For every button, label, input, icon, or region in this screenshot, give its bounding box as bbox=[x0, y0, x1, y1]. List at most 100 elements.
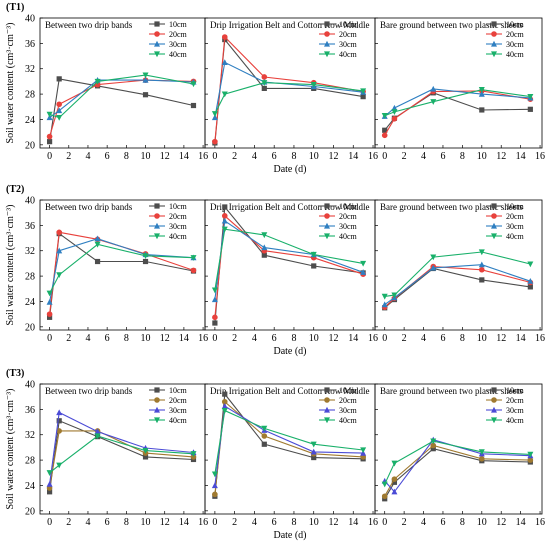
legend-label: 30cm bbox=[169, 406, 188, 415]
x-tick-label: 4 bbox=[421, 151, 426, 162]
legend-marker bbox=[154, 21, 160, 27]
data-point bbox=[142, 72, 149, 79]
x-tick-label: 16 bbox=[535, 151, 545, 162]
x-tick-label: 8 bbox=[124, 151, 129, 162]
series-line-20cm bbox=[49, 79, 194, 137]
panel: 0 2 4 6 8 10 12 14 16 Bare ground between two pla… bbox=[374, 199, 545, 344]
legend-marker bbox=[154, 406, 160, 413]
x-tick-label: 0 bbox=[212, 517, 217, 528]
legend-label: 40cm bbox=[339, 50, 358, 59]
data-point bbox=[142, 76, 149, 83]
x-tick-label: 10 bbox=[141, 333, 151, 344]
legend-marker bbox=[491, 203, 497, 209]
series-line-40cm bbox=[384, 89, 531, 117]
series-line-30cm bbox=[384, 264, 531, 306]
y-tick-label: 24 bbox=[25, 297, 35, 308]
legend-marker bbox=[154, 213, 160, 219]
y-tick-label: 32 bbox=[25, 430, 35, 441]
data-point bbox=[211, 482, 218, 489]
data-point bbox=[46, 298, 53, 305]
x-tick-label: 4 bbox=[85, 517, 90, 528]
legend-label: 20cm bbox=[506, 30, 525, 39]
x-tick-label: 16 bbox=[535, 517, 545, 528]
legend-marker bbox=[324, 406, 330, 413]
y-tick-label: 28 bbox=[25, 90, 35, 101]
data-point bbox=[221, 408, 228, 414]
legend-marker bbox=[154, 387, 160, 393]
x-tick-label: 14 bbox=[516, 333, 526, 344]
x-tick-label: 4 bbox=[252, 333, 257, 344]
legend-label: 30cm bbox=[169, 222, 188, 231]
data-point bbox=[381, 301, 388, 308]
legend-label: 30cm bbox=[339, 406, 358, 415]
legend-marker bbox=[491, 406, 497, 413]
legend-label: 30cm bbox=[506, 222, 525, 231]
series-line-30cm bbox=[49, 79, 194, 119]
y-tick-label: 20 bbox=[25, 140, 35, 151]
legend-marker bbox=[491, 397, 497, 403]
data-point bbox=[381, 481, 388, 488]
legend-label: 20cm bbox=[339, 212, 358, 221]
legend-marker bbox=[154, 417, 160, 424]
series-line-10cm bbox=[49, 78, 194, 142]
data-point bbox=[190, 255, 197, 261]
x-tick-label: 4 bbox=[252, 151, 257, 162]
x-tick-label: 8 bbox=[291, 333, 296, 344]
panel: 0 2 4 6 8 10 12 14 16 Bare ground between two pla… bbox=[374, 383, 545, 528]
x-tick-label: 12 bbox=[496, 517, 506, 528]
legend-marker bbox=[491, 233, 497, 240]
data-point bbox=[261, 74, 268, 80]
x-tick-label: 8 bbox=[124, 333, 129, 344]
x-tick-label: 4 bbox=[421, 517, 426, 528]
legend-marker bbox=[324, 387, 330, 393]
panel: 0 2 4 6 8 10 12 14 16 Drip Irrigation Belt and Co… bbox=[204, 17, 378, 162]
data-point bbox=[430, 446, 436, 452]
y-tick-label: 40 bbox=[25, 380, 35, 391]
data-point bbox=[310, 81, 317, 88]
data-point bbox=[46, 139, 53, 145]
data-point bbox=[56, 229, 62, 236]
x-tick-label: 6 bbox=[440, 517, 445, 528]
y-axis-title: Soil water content (cm³·cm⁻³) bbox=[5, 23, 16, 144]
legend-marker bbox=[324, 203, 330, 209]
x-tick-label: 16 bbox=[368, 517, 378, 528]
data-point bbox=[391, 292, 398, 299]
x-tick-label: 10 bbox=[309, 151, 319, 162]
row-label: (T3) bbox=[6, 368, 24, 379]
data-point bbox=[479, 107, 485, 113]
legend-label: 30cm bbox=[339, 40, 358, 49]
data-point bbox=[212, 320, 218, 326]
x-tick-label: 14 bbox=[179, 333, 189, 344]
x-tick-label: 2 bbox=[232, 333, 237, 344]
data-point bbox=[310, 448, 317, 455]
panel: 0 2 4 6 8 10 12 14 16 Drip Irrigation Belt and Co… bbox=[204, 199, 378, 344]
legend-label: 40cm bbox=[506, 50, 525, 59]
data-point bbox=[56, 418, 62, 424]
panel-title: Between two drip bands bbox=[45, 386, 133, 396]
y-tick-label: 36 bbox=[25, 221, 35, 232]
data-point bbox=[190, 81, 197, 88]
x-tick-label: 16 bbox=[368, 333, 378, 344]
legend-marker bbox=[491, 51, 497, 58]
x-tick-label: 10 bbox=[309, 333, 319, 344]
data-point bbox=[527, 94, 534, 100]
panel-title: Drip Irrigation Belt and Cotton Row Midd… bbox=[210, 20, 369, 30]
x-axis-title: Date (d) bbox=[273, 164, 306, 175]
data-point bbox=[478, 90, 485, 97]
data-point bbox=[94, 235, 101, 242]
legend-marker bbox=[154, 233, 160, 240]
data-point bbox=[261, 232, 268, 239]
data-point bbox=[142, 447, 149, 454]
data-point bbox=[56, 101, 62, 108]
data-point bbox=[190, 102, 197, 109]
x-tick-label: 14 bbox=[179, 517, 189, 528]
data-point bbox=[222, 391, 228, 397]
legend-marker bbox=[491, 222, 497, 229]
data-point bbox=[221, 213, 228, 219]
data-point bbox=[94, 428, 101, 435]
legend-label: 20cm bbox=[506, 212, 525, 221]
series-line-20cm bbox=[384, 266, 531, 308]
